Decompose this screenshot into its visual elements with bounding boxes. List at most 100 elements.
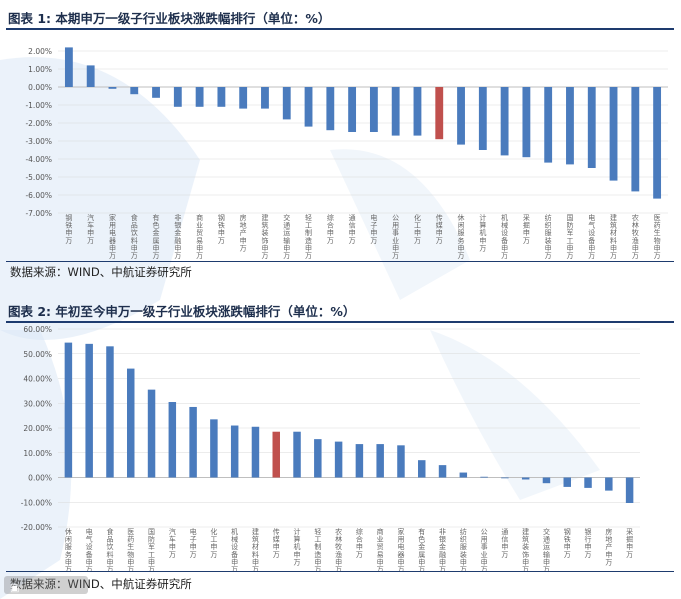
y-tick-label: 0.00% xyxy=(28,83,52,92)
x-tick-label: 轻工制造申万 xyxy=(314,527,321,571)
figure-1-rule xyxy=(6,28,674,30)
y-tick-label: -1.00% xyxy=(25,101,52,110)
x-tick-label: 汽车申万 xyxy=(87,213,94,245)
bar xyxy=(152,87,160,98)
x-tick-label: 商业贸易申万 xyxy=(196,213,203,260)
x-tick-label: 食品饮料申万 xyxy=(106,527,113,571)
y-tick-label: -5.00% xyxy=(25,173,52,182)
x-tick-label: 机械设备申万 xyxy=(231,527,238,571)
bar xyxy=(230,425,239,478)
bar xyxy=(369,87,378,132)
x-tick-label: 建筑装饰申万 xyxy=(522,527,529,571)
bar xyxy=(326,87,335,131)
x-tick-label: 电气设备申万 xyxy=(86,527,93,571)
bar xyxy=(413,87,422,136)
x-tick-label: 通信申万 xyxy=(501,527,508,559)
watermark-badge: ▣ xyxy=(4,576,88,594)
x-tick-label: 医药生物申万 xyxy=(127,528,134,571)
bar xyxy=(542,477,551,484)
bar xyxy=(86,65,95,87)
x-tick-label: 汽车申万 xyxy=(169,527,176,559)
x-tick-label: 综合申万 xyxy=(356,527,363,559)
bar xyxy=(587,87,596,168)
chart-1: 2.00% 1.00% 0.00% -1.00% -2.00% -3.00% -4.00% -… xyxy=(25,47,668,260)
bar xyxy=(85,343,93,478)
x-tick-label: 交通运输申万 xyxy=(543,527,550,571)
x-tick-label: 医药生物申万 xyxy=(654,214,661,260)
bar xyxy=(282,87,291,120)
x-tick-label: 国防军工申万 xyxy=(148,528,155,571)
bar xyxy=(304,87,313,127)
bar xyxy=(584,477,592,488)
y-tick-label: -20.00% xyxy=(21,523,52,532)
bar xyxy=(127,368,135,478)
x-tick-label: 休闲服务申万 xyxy=(458,213,465,260)
bar xyxy=(544,87,553,163)
bar xyxy=(478,87,487,150)
x-tick-label: 非银金融申万 xyxy=(174,213,181,260)
x-tick-label: 综合申万 xyxy=(327,213,334,245)
x-tick-label: 家用电器申万 xyxy=(109,213,116,260)
x-tick-label: 轻工制造申万 xyxy=(305,213,312,260)
bar xyxy=(314,439,322,478)
bar xyxy=(631,87,640,192)
x-tick-label: 家用电器申万 xyxy=(397,527,404,571)
bar xyxy=(147,389,156,478)
x-tick-label: 有色金属申万 xyxy=(418,527,425,571)
bar xyxy=(397,445,405,478)
x-tick-label: 化工申万 xyxy=(210,527,217,559)
x-tick-label: 化工申万 xyxy=(414,213,421,245)
x-tick-label: 采掘申万 xyxy=(523,213,530,245)
y-tick-label: -7.00% xyxy=(25,209,52,218)
bar xyxy=(480,476,488,478)
bar xyxy=(653,87,662,199)
bar xyxy=(251,426,260,478)
bar xyxy=(563,477,571,487)
y-tick-label: 30.00% xyxy=(23,399,52,408)
x-tick-label: 建筑材料申万 xyxy=(252,527,259,571)
bar xyxy=(64,342,73,478)
y-tick-label: 2.00% xyxy=(28,47,52,56)
bar xyxy=(355,444,364,478)
x-tick-label: 传媒申万 xyxy=(273,527,280,559)
bar xyxy=(189,406,197,478)
bar xyxy=(391,87,400,136)
bar xyxy=(438,465,447,478)
y-tick-label: -3.00% xyxy=(25,137,52,146)
bar xyxy=(418,460,426,478)
x-tick-label: 钢铁申万 xyxy=(564,527,571,559)
bar xyxy=(168,402,177,478)
y-tick-label: 1.00% xyxy=(28,65,52,74)
x-tick-label: 计算机申万 xyxy=(294,527,301,566)
bar xyxy=(522,87,531,158)
x-tick-label: 非银金融申万 xyxy=(439,527,446,571)
x-tick-label: 计算机申万 xyxy=(479,213,486,252)
x-tick-label: 国防军工申万 xyxy=(566,214,573,260)
x-tick-label: 银行申万 xyxy=(585,527,592,559)
x-tick-label: 建筑材料申万 xyxy=(610,213,617,260)
figure-2-bottom-rule xyxy=(6,571,674,572)
y-tick-label: 10.00% xyxy=(23,449,52,458)
bar xyxy=(293,431,301,478)
chart-2: 60.00% 50.00% 40.00% 30.00% 20.00% 10.00% 0.00… xyxy=(21,325,640,571)
bar xyxy=(521,477,530,480)
x-tick-label: 纺织服装申万 xyxy=(545,213,552,260)
bar xyxy=(108,87,117,89)
x-tick-label: 公用事业申万 xyxy=(392,214,399,260)
x-tick-label: 纺织服装申万 xyxy=(460,527,467,571)
bar xyxy=(210,419,218,478)
bar xyxy=(500,87,509,156)
y-tick-label: -2.00% xyxy=(25,119,52,128)
bar xyxy=(173,87,182,107)
figure-2-rule xyxy=(6,321,674,323)
x-tick-label: 电气设备申万 xyxy=(588,213,595,260)
x-tick-label: 钢铁申万 xyxy=(218,213,225,245)
x-tick-label: 农林牧渔申万 xyxy=(632,213,639,260)
figure-1-title: 图表 1: 本期申万一级子行业板块涨跌幅排行（单位：%） xyxy=(8,11,331,26)
x-tick-label: 电子申万 xyxy=(190,527,197,559)
bar xyxy=(609,87,618,181)
bar xyxy=(376,444,384,478)
bar xyxy=(217,87,226,107)
bar xyxy=(625,477,634,503)
x-tick-label: 钢铁申万 xyxy=(65,213,72,245)
